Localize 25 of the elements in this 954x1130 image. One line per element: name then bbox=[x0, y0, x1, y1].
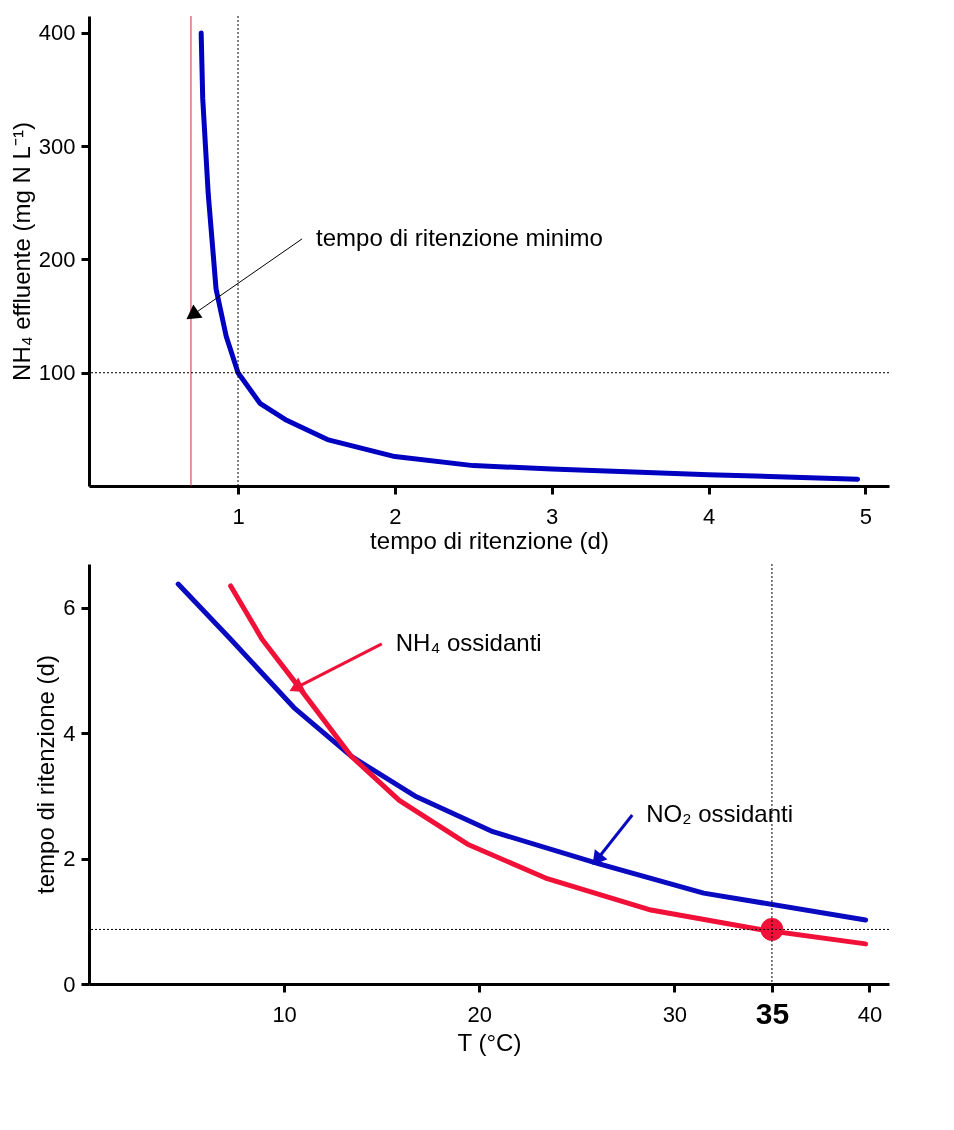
x-tick-label: 40 bbox=[857, 1001, 883, 1027]
annotation: NO₂ ossidanti bbox=[646, 800, 793, 827]
x-tick-label: 5 bbox=[859, 503, 873, 529]
annotation: tempo di ritenzione minimo bbox=[316, 223, 603, 251]
y-tick-label: 100 bbox=[38, 360, 76, 386]
x-tick-label: 35 bbox=[755, 996, 790, 1030]
annotation: NH₄ ossidanti bbox=[395, 628, 542, 656]
y-tick-label: 300 bbox=[38, 133, 76, 159]
y-axis-title: tempo di ritenzione (d) bbox=[32, 655, 60, 894]
x-tick-label: 3 bbox=[546, 503, 559, 529]
y-tick-label: 2 bbox=[63, 846, 76, 872]
y-tick-label: 200 bbox=[38, 246, 76, 272]
x-tick-label: 20 bbox=[467, 1001, 492, 1027]
x-tick-label: 30 bbox=[662, 1001, 688, 1027]
x-axis-title: tempo di ritenzione (d) bbox=[370, 526, 609, 554]
x-axis-title: T (°C) bbox=[457, 1028, 522, 1056]
x-tick-label: 2 bbox=[389, 503, 402, 529]
y-axis-title: NH₄ effluente (mg N L⁻¹) bbox=[7, 122, 35, 381]
x-tick-label: 4 bbox=[702, 503, 716, 529]
y-tick-label: 4 bbox=[63, 720, 76, 746]
y-tick-label: 400 bbox=[38, 20, 76, 46]
x-tick-label: 1 bbox=[232, 503, 245, 529]
x-tick-label: 10 bbox=[272, 1001, 297, 1027]
y-tick-label: 6 bbox=[63, 595, 76, 621]
y-tick-label: 0 bbox=[63, 971, 76, 997]
